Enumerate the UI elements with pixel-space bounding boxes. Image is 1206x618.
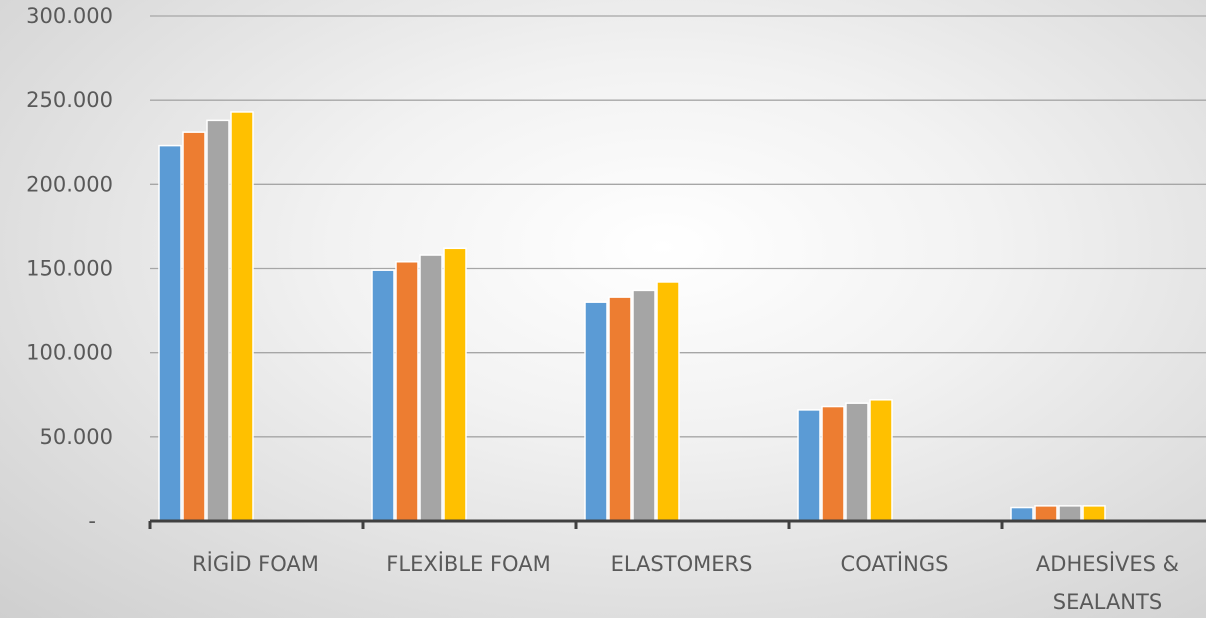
category-label: RİGİD FOAM xyxy=(192,551,319,576)
y-tick-label: 300.000 xyxy=(26,4,113,28)
bar xyxy=(821,405,845,522)
bar xyxy=(656,281,680,522)
x-axis-category-labels: RİGİD FOAM FLEXİBLE FOAM ELASTOMERS COATİNG… xyxy=(192,551,1179,614)
bar xyxy=(371,269,395,522)
bar xyxy=(158,144,182,522)
bar xyxy=(1034,505,1058,522)
y-tick-label: 150.000 xyxy=(26,257,113,281)
bars xyxy=(158,111,1106,522)
category-label: ADHESİVES & xyxy=(1036,551,1179,576)
bar xyxy=(395,261,419,522)
y-tick-label: 100.000 xyxy=(26,341,113,365)
bar xyxy=(230,111,254,522)
y-tick-label: 200.000 xyxy=(26,172,113,196)
bar xyxy=(1058,505,1082,522)
x-axis xyxy=(148,519,1206,529)
y-tick-label: - xyxy=(88,509,96,533)
category-label: SEALANTS xyxy=(1053,590,1162,614)
bar xyxy=(206,119,230,522)
bar xyxy=(1082,505,1106,522)
bar xyxy=(1010,506,1034,522)
category-label: COATİNGS xyxy=(841,551,949,576)
bar xyxy=(797,409,821,522)
bar xyxy=(632,289,656,522)
bar xyxy=(845,402,869,522)
category-label: ELASTOMERS xyxy=(611,552,753,576)
bar xyxy=(443,247,467,522)
bar xyxy=(419,254,443,522)
gridlines xyxy=(150,15,1206,438)
y-tick-label: 50.000 xyxy=(40,425,113,449)
y-tick-label: 250.000 xyxy=(26,88,113,112)
bar xyxy=(182,131,206,522)
bar xyxy=(608,296,632,522)
bar xyxy=(584,301,608,522)
category-label: FLEXİBLE FOAM xyxy=(386,551,550,576)
bar xyxy=(869,399,893,522)
y-axis-tick-labels: - 50.000 100.000 150.000 200.000 250.000 300.0… xyxy=(26,4,113,533)
